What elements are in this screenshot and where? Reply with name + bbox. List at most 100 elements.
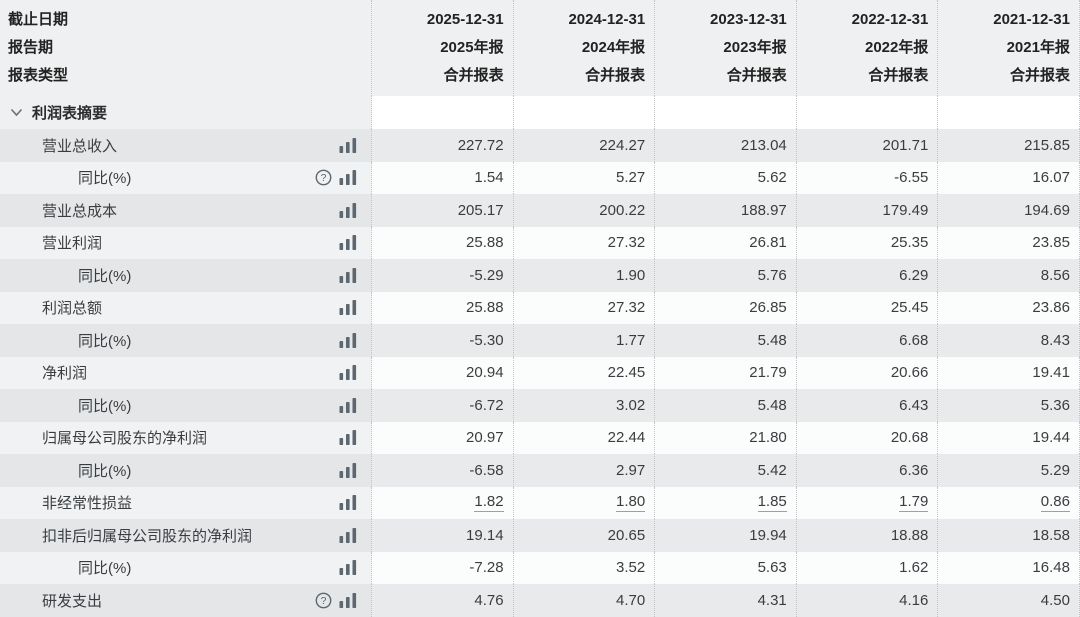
value-cell: 8.43 bbox=[938, 324, 1080, 357]
row-label: 同比(%) bbox=[78, 267, 132, 285]
cell-value: 5.76 bbox=[757, 266, 787, 284]
cell-value: 2.97 bbox=[615, 461, 646, 479]
table-row: 同比(%) -6.72 3.02 5.48 6.43 5.36 bbox=[0, 389, 1080, 422]
table-row: 同比(%) -7.28 3.52 5.63 1.62 16.48 bbox=[0, 551, 1080, 584]
cell-value: 213.04 bbox=[740, 136, 787, 154]
chevron-down-icon[interactable] bbox=[10, 108, 23, 117]
cell-value: 26.85 bbox=[749, 299, 787, 317]
row-label: 归属母公司股东的净利润 bbox=[42, 430, 208, 448]
row-label-cell: 利润总额 bbox=[0, 291, 372, 324]
value-cell: 20.97 bbox=[372, 421, 514, 454]
table-row: 归属母公司股东的净利润 20.97 22.44 21.80 20.68 19.44 bbox=[0, 421, 1080, 454]
cell-value: 4.50 bbox=[1040, 591, 1070, 609]
value-cell: 194.69 bbox=[938, 194, 1080, 227]
cell-value: 25.88 bbox=[466, 299, 504, 317]
bar-chart-icon[interactable] bbox=[339, 592, 358, 608]
cell-value: 6.36 bbox=[899, 461, 929, 479]
cell-value: 1.62 bbox=[899, 559, 929, 577]
value-cell: 6.68 bbox=[796, 324, 939, 357]
cell-value: 26.81 bbox=[749, 234, 787, 252]
cell-value: 19.14 bbox=[466, 526, 504, 544]
help-icon[interactable]: ? bbox=[315, 169, 332, 186]
value-cell: 1.54 bbox=[372, 161, 514, 194]
bar-chart-icon[interactable] bbox=[339, 462, 358, 478]
cell-value: 188.97 bbox=[740, 201, 787, 219]
bar-chart-icon[interactable] bbox=[339, 527, 358, 543]
value-cell: 3.02 bbox=[513, 389, 656, 422]
row-label: 净利润 bbox=[42, 365, 88, 383]
value-cell: 4.76 bbox=[372, 584, 514, 617]
row-label: 非经常性损益 bbox=[42, 495, 133, 513]
bar-chart-icon[interactable] bbox=[339, 235, 358, 251]
value-cell: 200.22 bbox=[513, 194, 656, 227]
header-row-label: 截止日期 bbox=[8, 11, 69, 28]
value-cell: 25.88 bbox=[372, 226, 514, 259]
row-label-cell: 归属母公司股东的净利润 bbox=[0, 421, 372, 454]
cell-value: 227.72 bbox=[457, 136, 504, 154]
header-type: 合并报表 bbox=[585, 67, 646, 84]
value-cell: -6.55 bbox=[796, 161, 939, 194]
value-cell: 23.86 bbox=[938, 291, 1080, 324]
cell-value: 224.27 bbox=[599, 136, 646, 154]
section-toggle[interactable]: 利润表摘要 bbox=[0, 96, 372, 129]
value-cell: -7.28 bbox=[372, 551, 514, 584]
cell-value: 6.29 bbox=[899, 266, 929, 284]
table-body: 营业总收入 227.72 224.27 213.04 201.71 215.85 同比(%)… bbox=[0, 129, 1080, 617]
value-cell: 213.04 bbox=[655, 129, 797, 162]
cell-value: 27.32 bbox=[607, 234, 646, 252]
help-icon[interactable]: ? bbox=[315, 592, 332, 609]
bar-chart-icon[interactable] bbox=[339, 202, 358, 218]
cell-value: 19.94 bbox=[749, 526, 787, 544]
value-cell: -6.58 bbox=[372, 454, 514, 487]
cell-value: 4.70 bbox=[615, 591, 646, 609]
value-cell: 27.32 bbox=[513, 226, 656, 259]
cell-value: 4.76 bbox=[474, 591, 504, 609]
cell-value: 20.65 bbox=[607, 526, 646, 544]
cell-value: 1.80 bbox=[615, 493, 646, 513]
row-label: 同比(%) bbox=[78, 397, 132, 415]
header-row-label: 报表类型 bbox=[8, 67, 69, 84]
row-label-cell: 营业利润 bbox=[0, 226, 372, 259]
value-cell: 5.48 bbox=[655, 324, 797, 357]
bar-chart-icon[interactable] bbox=[339, 365, 358, 381]
value-cell: 6.43 bbox=[796, 389, 939, 422]
cell-value: 20.97 bbox=[466, 429, 504, 447]
cell-value: 18.88 bbox=[890, 526, 929, 544]
bar-chart-icon[interactable] bbox=[339, 137, 358, 153]
bar-chart-icon[interactable] bbox=[339, 300, 358, 316]
row-label: 营业总收入 bbox=[42, 137, 118, 155]
bar-chart-icon[interactable] bbox=[339, 267, 358, 283]
cell-value: 179.49 bbox=[882, 201, 929, 219]
row-label-cell: 同比(%) bbox=[0, 389, 372, 422]
section-empty-cell bbox=[655, 96, 797, 129]
bar-chart-icon[interactable] bbox=[339, 430, 358, 446]
svg-text:?: ? bbox=[321, 172, 327, 184]
value-cell: 4.70 bbox=[513, 584, 656, 617]
bar-chart-icon[interactable] bbox=[339, 495, 358, 511]
cell-value: 1.90 bbox=[615, 266, 646, 284]
row-label-cell: 扣非后归属母公司股东的净利润 bbox=[0, 519, 372, 552]
value-cell: -6.72 bbox=[372, 389, 514, 422]
value-cell: 5.27 bbox=[513, 161, 656, 194]
value-cell: 20.66 bbox=[796, 356, 939, 389]
cell-value: 27.32 bbox=[607, 299, 646, 317]
value-cell: 0.86 bbox=[938, 486, 1080, 519]
value-cell: 5.63 bbox=[655, 551, 797, 584]
bar-chart-icon[interactable] bbox=[339, 397, 358, 413]
table-row: 营业总收入 227.72 224.27 213.04 201.71 215.85 bbox=[0, 129, 1080, 162]
cell-value: 1.82 bbox=[474, 493, 504, 513]
bar-chart-icon[interactable] bbox=[339, 332, 358, 348]
cell-value: 22.44 bbox=[607, 429, 646, 447]
value-cell: 5.36 bbox=[938, 389, 1080, 422]
value-cell: 1.62 bbox=[796, 551, 939, 584]
bar-chart-icon[interactable] bbox=[339, 560, 358, 576]
svg-text:?: ? bbox=[321, 595, 327, 607]
row-label-cell: 同比(%) bbox=[0, 551, 372, 584]
cell-value: 5.27 bbox=[615, 169, 646, 187]
cell-value: 1.54 bbox=[474, 169, 504, 187]
value-cell: 18.58 bbox=[938, 519, 1080, 552]
row-label-cell: 同比(%) bbox=[0, 454, 372, 487]
header-date: 2021-12-31 bbox=[993, 11, 1070, 28]
bar-chart-icon[interactable] bbox=[339, 170, 358, 186]
value-cell: 18.88 bbox=[796, 519, 939, 552]
